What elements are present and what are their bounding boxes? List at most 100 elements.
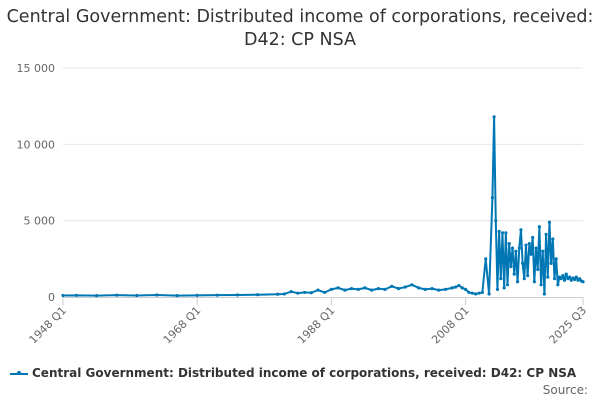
data-point <box>484 257 488 261</box>
data-point <box>175 294 179 298</box>
data-point <box>505 283 510 287</box>
data-point <box>289 290 293 294</box>
data-point <box>519 228 523 232</box>
data-point <box>556 283 560 287</box>
data-point <box>510 246 515 250</box>
data-point <box>495 287 500 291</box>
data-point <box>115 293 119 297</box>
data-point <box>504 231 508 235</box>
data-point <box>457 283 461 288</box>
data-point <box>542 292 547 296</box>
data-point <box>302 290 307 295</box>
x-tick-label: 2008 Q1 <box>429 304 472 347</box>
y-tick-label: 15 000 <box>17 62 56 75</box>
data-point <box>573 277 577 282</box>
data-point <box>522 277 526 281</box>
data-point <box>74 293 79 297</box>
x-tick-label: 1968 Q1 <box>161 304 204 347</box>
data-point <box>554 257 558 261</box>
data-point <box>410 283 414 287</box>
data-point <box>552 277 557 281</box>
data-point <box>329 287 333 291</box>
y-tick-label: 10 000 <box>17 138 56 151</box>
y-axis-ticks: 0 5 000 10 000 15 000 <box>17 62 56 304</box>
data-point <box>515 280 520 284</box>
data-point <box>61 293 65 298</box>
gridlines <box>63 67 583 222</box>
legend-label: Central Government: Distributed income o… <box>32 366 577 380</box>
data-point <box>492 115 496 119</box>
y-tick-label: 0 <box>48 291 55 304</box>
data-point <box>390 284 394 288</box>
data-point <box>512 272 516 276</box>
legend-line-marker-icon <box>10 370 28 375</box>
data-point <box>276 292 280 296</box>
data-point <box>547 220 552 224</box>
data-point <box>282 292 287 296</box>
data-point <box>437 288 441 292</box>
data-point <box>255 293 260 297</box>
data-point <box>470 291 474 295</box>
data-point <box>509 264 513 269</box>
x-tick-label: 2025 Q3 <box>547 304 590 347</box>
data-point <box>534 246 538 250</box>
data-point <box>564 272 568 276</box>
data-point <box>574 275 578 279</box>
data-point <box>443 287 448 291</box>
data-point <box>363 286 367 290</box>
data-point <box>562 278 567 282</box>
x-axis-ticks: 1948 Q1 1968 Q1 1988 Q1 2008 Q1 2025 Q3 <box>27 297 590 347</box>
x-tick-label: 1988 Q1 <box>295 304 338 347</box>
data-point <box>343 288 347 292</box>
data-point <box>578 277 582 281</box>
data-point <box>403 285 407 289</box>
data-point <box>356 287 360 291</box>
data-point <box>517 246 521 250</box>
data-point <box>94 294 99 298</box>
data-point <box>532 280 536 284</box>
data-point <box>155 293 159 297</box>
data-point <box>494 219 498 223</box>
data-point <box>215 293 219 297</box>
data-point <box>500 231 505 235</box>
data-point <box>316 288 320 292</box>
data-point <box>524 243 528 247</box>
data-point <box>529 252 533 256</box>
data-point <box>549 261 553 266</box>
series-group <box>61 115 585 298</box>
data-point <box>567 275 572 279</box>
series-line <box>62 115 584 297</box>
legend[interactable]: Central Government: Distributed income o… <box>10 366 576 380</box>
data-point <box>514 249 518 253</box>
data-point <box>490 196 495 200</box>
data-point <box>541 249 545 253</box>
data-point <box>499 277 503 281</box>
data-point <box>383 287 387 291</box>
data-point <box>527 241 531 246</box>
data-point <box>551 237 555 241</box>
data-point <box>569 278 573 282</box>
x-tick-label: 1948 Q1 <box>27 304 70 347</box>
data-point <box>135 293 139 298</box>
data-point <box>581 280 585 284</box>
data-point <box>235 293 240 297</box>
y-tick-label: 5 000 <box>24 215 56 228</box>
data-point <box>487 292 491 296</box>
chart-title: Central Government: Distributed income o… <box>6 7 594 50</box>
data-point <box>531 235 535 240</box>
data-point <box>526 274 530 278</box>
data-point <box>195 293 199 297</box>
data-point <box>502 286 506 290</box>
data-point <box>477 291 481 295</box>
data-point <box>296 291 300 295</box>
data-point <box>336 286 340 290</box>
data-point <box>539 283 543 287</box>
source-label: Source: <box>542 383 588 397</box>
data-point <box>396 287 401 291</box>
data-point <box>536 267 540 272</box>
data-point <box>537 225 541 229</box>
data-point <box>559 277 563 281</box>
data-point <box>463 287 468 291</box>
data-point <box>430 287 434 291</box>
data-point <box>460 286 464 290</box>
